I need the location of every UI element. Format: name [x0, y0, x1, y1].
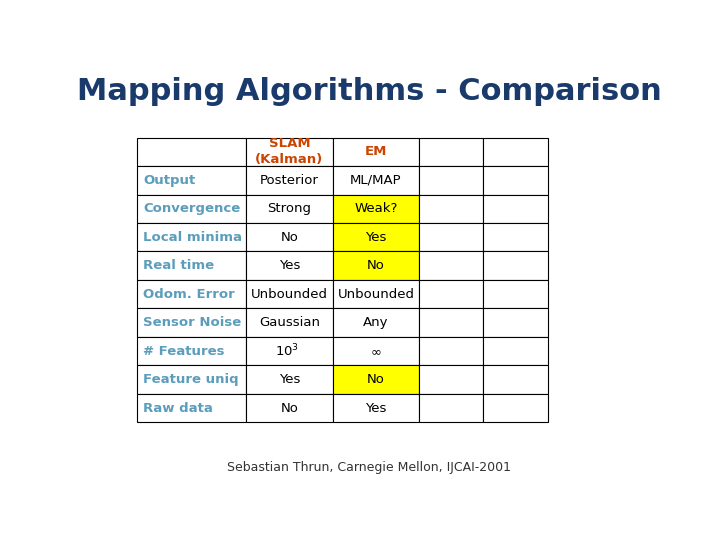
Bar — [483, 366, 548, 394]
Text: Yes: Yes — [365, 402, 387, 415]
Bar — [419, 308, 483, 337]
Text: SLAM
(Kalman): SLAM (Kalman) — [256, 137, 323, 166]
Bar — [246, 308, 333, 337]
Bar — [419, 223, 483, 252]
Bar — [483, 280, 548, 308]
Text: Any: Any — [363, 316, 389, 329]
Text: Yes: Yes — [365, 231, 387, 244]
Bar — [246, 223, 333, 252]
Text: Posterior: Posterior — [260, 174, 319, 187]
Bar — [138, 138, 246, 166]
Text: # Features: # Features — [143, 345, 225, 357]
Text: EM: EM — [365, 145, 387, 158]
Bar — [246, 280, 333, 308]
Bar — [246, 138, 333, 166]
Bar — [138, 337, 246, 366]
Bar — [333, 252, 419, 280]
Text: No: No — [281, 402, 298, 415]
Bar — [419, 337, 483, 366]
Bar — [419, 166, 483, 194]
Text: Unbounded: Unbounded — [251, 288, 328, 301]
Bar — [246, 366, 333, 394]
Text: Sensor Noise: Sensor Noise — [143, 316, 241, 329]
Text: Convergence: Convergence — [143, 202, 240, 215]
Bar — [419, 138, 483, 166]
Text: $10^3$: $10^3$ — [274, 343, 299, 360]
Text: Unbounded: Unbounded — [338, 288, 415, 301]
Text: Mapping Algorithms - Comparison: Mapping Algorithms - Comparison — [76, 77, 662, 106]
Bar — [483, 138, 548, 166]
Bar — [333, 394, 419, 422]
Bar — [246, 166, 333, 194]
Bar — [138, 252, 246, 280]
Bar — [483, 308, 548, 337]
Text: Odom. Error: Odom. Error — [143, 288, 235, 301]
Text: Yes: Yes — [279, 259, 300, 272]
Bar — [138, 223, 246, 252]
Text: ML/MAP: ML/MAP — [350, 174, 402, 187]
Bar — [333, 166, 419, 194]
Bar — [246, 252, 333, 280]
Bar — [333, 366, 419, 394]
Bar — [333, 337, 419, 366]
Bar — [483, 166, 548, 194]
Text: ∞: ∞ — [371, 345, 382, 357]
Bar — [333, 280, 419, 308]
Bar — [483, 252, 548, 280]
Text: Feature uniq: Feature uniq — [143, 373, 238, 386]
Bar — [483, 194, 548, 223]
Bar — [333, 223, 419, 252]
Bar — [138, 366, 246, 394]
Bar — [419, 194, 483, 223]
Bar — [138, 166, 246, 194]
Bar — [483, 394, 548, 422]
Bar — [246, 194, 333, 223]
Bar — [419, 394, 483, 422]
Bar — [333, 308, 419, 337]
Bar — [138, 308, 246, 337]
Bar — [483, 223, 548, 252]
Text: Real time: Real time — [143, 259, 214, 272]
Bar — [138, 280, 246, 308]
Text: No: No — [281, 231, 298, 244]
Text: Gaussian: Gaussian — [259, 316, 320, 329]
Bar — [419, 366, 483, 394]
Text: Local minima: Local minima — [143, 231, 242, 244]
Text: Weak?: Weak? — [354, 202, 397, 215]
Text: Yes: Yes — [279, 373, 300, 386]
Text: No: No — [367, 259, 385, 272]
Text: Output: Output — [143, 174, 195, 187]
Text: Strong: Strong — [268, 202, 312, 215]
Text: No: No — [367, 373, 385, 386]
Text: Raw data: Raw data — [143, 402, 213, 415]
Bar — [138, 194, 246, 223]
Bar — [419, 280, 483, 308]
Text: Sebastian Thrun, Carnegie Mellon, IJCAI-2001: Sebastian Thrun, Carnegie Mellon, IJCAI-… — [227, 461, 511, 474]
Bar — [419, 252, 483, 280]
Bar — [333, 138, 419, 166]
Bar — [333, 194, 419, 223]
Bar — [246, 394, 333, 422]
Bar — [246, 337, 333, 366]
Bar — [483, 337, 548, 366]
Bar — [138, 394, 246, 422]
